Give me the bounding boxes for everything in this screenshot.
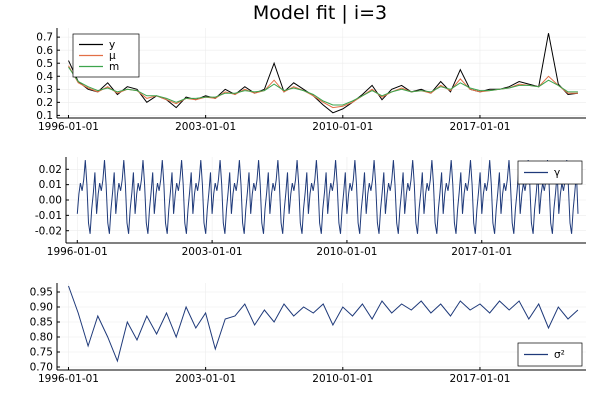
legend-label: γ bbox=[554, 167, 560, 179]
y-tick-label: -0.01 bbox=[35, 210, 62, 222]
x-tick-label: 1996-01-01 bbox=[47, 246, 108, 258]
series-line-1-0 bbox=[76, 160, 579, 234]
x-tick-label: 2010-01-01 bbox=[312, 373, 373, 385]
y-tick-label: 0.2 bbox=[36, 97, 53, 109]
x-tick-label: 2010-01-01 bbox=[316, 246, 377, 258]
legend-label: μ bbox=[109, 50, 116, 62]
y-tick-label: 0.5 bbox=[36, 58, 53, 70]
x-tick-label: 2003-01-01 bbox=[175, 121, 236, 133]
x-tick-label: 1996-01-01 bbox=[38, 121, 99, 133]
y-tick-label: 0.4 bbox=[36, 71, 53, 83]
y-tick-label: 0.90 bbox=[30, 302, 53, 314]
series-line-0-2 bbox=[68, 66, 578, 106]
panel-sigma2: 1996-01-01 2003-01-01 2010-01-01 2017-01-01… bbox=[30, 283, 586, 385]
y-tick-label: 0.02 bbox=[39, 164, 62, 176]
panel-gamma: 1996-01-01 2003-01-01 2010-01-01 2017-01-01… bbox=[35, 157, 586, 258]
y-tick-label: 0.75 bbox=[30, 347, 53, 359]
x-tick-label: 1996-01-01 bbox=[38, 373, 99, 385]
legend-box bbox=[517, 160, 583, 185]
y-tick-label: 0.95 bbox=[30, 287, 53, 299]
series-line-0-0 bbox=[68, 33, 578, 114]
y-tick-label: 0.6 bbox=[36, 45, 53, 57]
y-tick-label: 0.80 bbox=[30, 332, 53, 344]
x-tick-label: 2010-01-01 bbox=[312, 121, 373, 133]
panel-model-fit: 1996-01-01 2003-01-01 2010-01-01 2017-01-01… bbox=[36, 28, 586, 133]
y-tick-label: 0.7 bbox=[36, 32, 53, 44]
y-tick-label: 0.70 bbox=[30, 362, 53, 374]
legend-label: y bbox=[109, 39, 115, 51]
x-tick-label: 2017-01-01 bbox=[449, 121, 510, 133]
y-tick-label: 0.00 bbox=[39, 195, 62, 207]
y-tick-label: 0.01 bbox=[39, 179, 62, 191]
figure-title: Model fit | i=3 bbox=[253, 2, 387, 24]
x-tick-label: 2017-01-01 bbox=[451, 246, 512, 258]
y-tick-label: 0.3 bbox=[36, 84, 53, 96]
x-tick-label: 2003-01-01 bbox=[182, 246, 243, 258]
x-tick-label: 2017-01-01 bbox=[449, 373, 510, 385]
y-tick-label: -0.02 bbox=[35, 225, 62, 237]
legend-box bbox=[517, 342, 583, 367]
y-tick-label: 0.85 bbox=[30, 317, 53, 329]
legend-label: m bbox=[109, 61, 119, 73]
series-line-2-0 bbox=[68, 285, 579, 363]
x-tick-label: 2003-01-01 bbox=[175, 373, 236, 385]
legend-label: σ² bbox=[554, 349, 565, 361]
y-tick-label: 0.1 bbox=[36, 110, 53, 122]
